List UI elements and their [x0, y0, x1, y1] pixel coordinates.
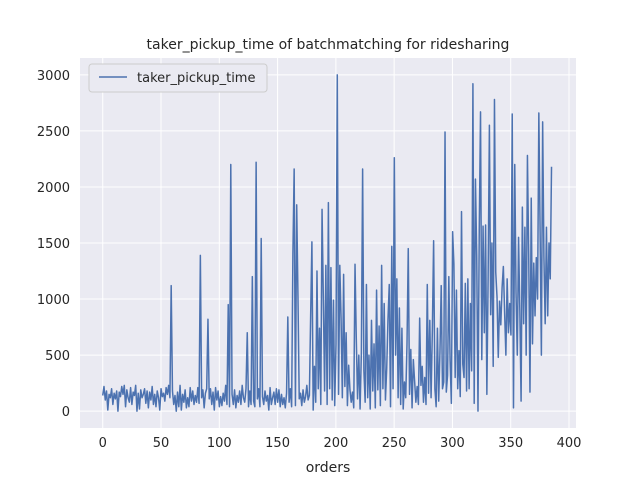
legend: taker_pickup_time: [88, 63, 268, 93]
x-axis-label: orders: [306, 460, 351, 476]
y-tick-label: 2000: [37, 181, 70, 196]
series-layer: [101, 74, 553, 412]
y-tick-label: 3000: [37, 69, 70, 84]
x-tick-label: 250: [382, 436, 407, 451]
series-line-taker-pickup-time: [101, 74, 553, 412]
x-tick-label: 200: [323, 436, 348, 451]
x-tick-label: 400: [557, 436, 582, 451]
y-tick-label: 0: [62, 405, 70, 420]
x-tick-label: 350: [498, 436, 523, 451]
legend-label: taker_pickup_time: [137, 71, 255, 86]
tick-labels: 0 500 1000 1500 2000 2500 3000 0 50 100 150 200 250 3…: [37, 69, 582, 451]
y-tick-label: 1500: [37, 237, 70, 252]
x-tick-label: 300: [440, 436, 465, 451]
x-tick-label: 0: [99, 436, 107, 451]
x-tick-label: 150: [265, 436, 290, 451]
y-tick-label: 1000: [37, 293, 70, 308]
y-tick-label: 500: [45, 349, 70, 364]
x-tick-label: 50: [153, 436, 170, 451]
legend-box: [88, 63, 268, 93]
y-tick-label: 2500: [37, 125, 70, 140]
chart-title: taker_pickup_time of batchmatching for r…: [147, 37, 510, 53]
x-tick-label: 100: [207, 436, 232, 451]
